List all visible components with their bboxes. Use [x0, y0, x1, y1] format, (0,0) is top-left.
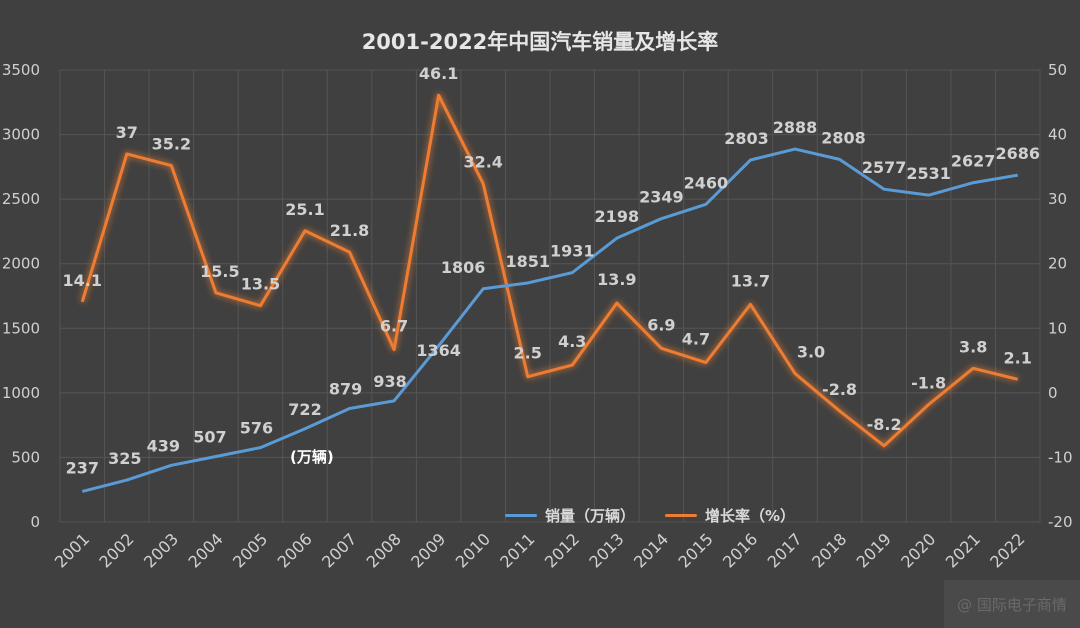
growth-data-label: 3.0: [797, 342, 825, 361]
sales-data-label: 938: [373, 372, 406, 391]
y-right-tick-label: 30: [1048, 190, 1067, 208]
x-tick-label: 2007: [318, 529, 360, 571]
sales-data-label: 2803: [724, 129, 769, 148]
growth-data-label: 35.2: [152, 135, 191, 154]
y-left-tick-label: 2000: [2, 255, 40, 273]
sales-data-label: 2460: [684, 173, 729, 192]
x-tick-label: 2020: [897, 529, 939, 571]
y-left-tick-label: 3000: [2, 126, 40, 144]
x-tick-label: 2005: [229, 529, 271, 571]
legend-item-sales[interactable]: 销量（万辆）: [505, 505, 635, 526]
growth-rate-line: [80, 93, 1019, 448]
sales-data-label: 722: [288, 400, 321, 419]
x-tick-label: 2006: [274, 529, 316, 571]
growth-data-label: 2.1: [1004, 348, 1032, 367]
x-tick-label: 2009: [407, 529, 449, 571]
unit-annotation: (万辆): [290, 448, 334, 466]
growth-data-label: 15.5: [200, 262, 239, 281]
growth-data-label: 3.8: [959, 337, 987, 356]
y-left-tick-label: 1500: [2, 319, 40, 337]
y-left-tick-label: 0: [30, 513, 40, 531]
x-tick-label: 2019: [853, 529, 895, 571]
growth-data-label: 32.4: [463, 153, 502, 172]
grid-lines: [59, 69, 1041, 523]
sales-data-label: 576: [240, 419, 273, 438]
legend: 销量（万辆） 增长率（%）: [505, 505, 825, 526]
growth-data-label: 6.7: [380, 317, 408, 336]
sales-data-label: 2577: [862, 158, 907, 177]
growth-data-label: 13.9: [597, 270, 636, 289]
sales-data-label: 439: [147, 436, 180, 455]
growth-data-label: -2.8: [822, 380, 857, 399]
sales-data-label: 507: [193, 428, 226, 447]
x-tick-label: 2014: [630, 529, 672, 571]
y-right-tick-label: 40: [1048, 126, 1067, 144]
growth-data-label: 46.1: [419, 64, 458, 83]
growth-data-label: 21.8: [330, 221, 369, 240]
sales-data-label: 1931: [550, 242, 595, 261]
y-right-tick-label: -20: [1048, 513, 1073, 531]
growth-data-label: 2.5: [514, 344, 542, 363]
legend-label-growth: 增长率（%）: [705, 507, 796, 525]
growth-data-label: 4.7: [682, 330, 710, 349]
x-tick-label: 2022: [986, 529, 1028, 571]
sales-data-label: 2531: [906, 164, 951, 183]
x-tick-label: 2012: [541, 529, 583, 571]
sales-data-label: 1851: [505, 252, 550, 271]
growth-data-label: -1.8: [911, 373, 946, 392]
x-tick-label: 2021: [942, 529, 984, 571]
data-labels: 14.1 37 35.2 15.513.5 25.1 21.8 6.7 46.1 32.4 2.5…: [63, 64, 1040, 477]
growth-data-label: 37: [116, 123, 138, 142]
growth-data-label: 6.9: [647, 315, 675, 334]
sales-data-label: 2686: [995, 144, 1040, 163]
x-tick-label: 2001: [51, 529, 93, 571]
x-tick-label: 2013: [585, 529, 627, 571]
y-right-tick-label: 0: [1048, 384, 1058, 402]
legend-label-sales: 销量（万辆）: [545, 507, 636, 525]
sales-data-label: 879: [329, 379, 362, 398]
sales-data-label: 1806: [441, 258, 486, 277]
legend-swatch-sales: [505, 514, 537, 517]
x-tick-label: 2015: [675, 529, 717, 571]
growth-data-label: 13.5: [241, 275, 280, 294]
x-tick-label: 2010: [452, 529, 494, 571]
growth-data-label: 14.1: [63, 271, 102, 290]
growth-data-label: 25.1: [285, 200, 324, 219]
legend-item-growth[interactable]: 增长率（%）: [665, 505, 795, 526]
x-tick-label: 2004: [185, 529, 227, 571]
y-left-tick-label: 1000: [2, 384, 40, 402]
sales-data-label: 1364: [416, 341, 461, 360]
y-left-tick-label: 500: [11, 448, 40, 466]
sales-data-label: 2808: [821, 128, 866, 147]
sales-data-label: 2198: [595, 207, 640, 226]
sales-data-label: 325: [108, 449, 141, 468]
x-tick-label: 2016: [719, 529, 761, 571]
sales-data-label: 237: [66, 458, 99, 477]
growth-data-label: 4.3: [558, 332, 586, 351]
y-left-tick-label: 3500: [2, 61, 40, 79]
watermark: @ 国际电子商情: [944, 580, 1080, 628]
y-left-tick-label: 2500: [2, 190, 40, 208]
sales-data-label: 2349: [639, 188, 684, 207]
chart-title: 2001-2022年中国汽车销量及增长率: [361, 30, 719, 54]
growth-data-label: 13.7: [731, 271, 770, 290]
legend-swatch-growth: [665, 514, 698, 517]
sales-data-label: 2627: [951, 152, 996, 171]
y-right-tick-label: -10: [1048, 448, 1073, 466]
x-tick-label: 2003: [140, 529, 182, 571]
growth-data-label: -8.2: [867, 415, 902, 434]
series-lines: [80, 93, 1019, 493]
x-tick-label: 2011: [496, 529, 538, 571]
x-tick-label: 2008: [363, 529, 405, 571]
x-tick-label: 2002: [95, 529, 137, 571]
sales-line: [81, 147, 1018, 493]
sales-data-label: 2888: [773, 118, 818, 137]
x-tick-label: 2017: [764, 529, 806, 571]
y-right-tick-label: 50: [1048, 61, 1067, 79]
y-right-tick-label: 10: [1048, 319, 1067, 337]
x-tick-label: 2018: [808, 529, 850, 571]
y-right-tick-label: 20: [1048, 255, 1067, 273]
